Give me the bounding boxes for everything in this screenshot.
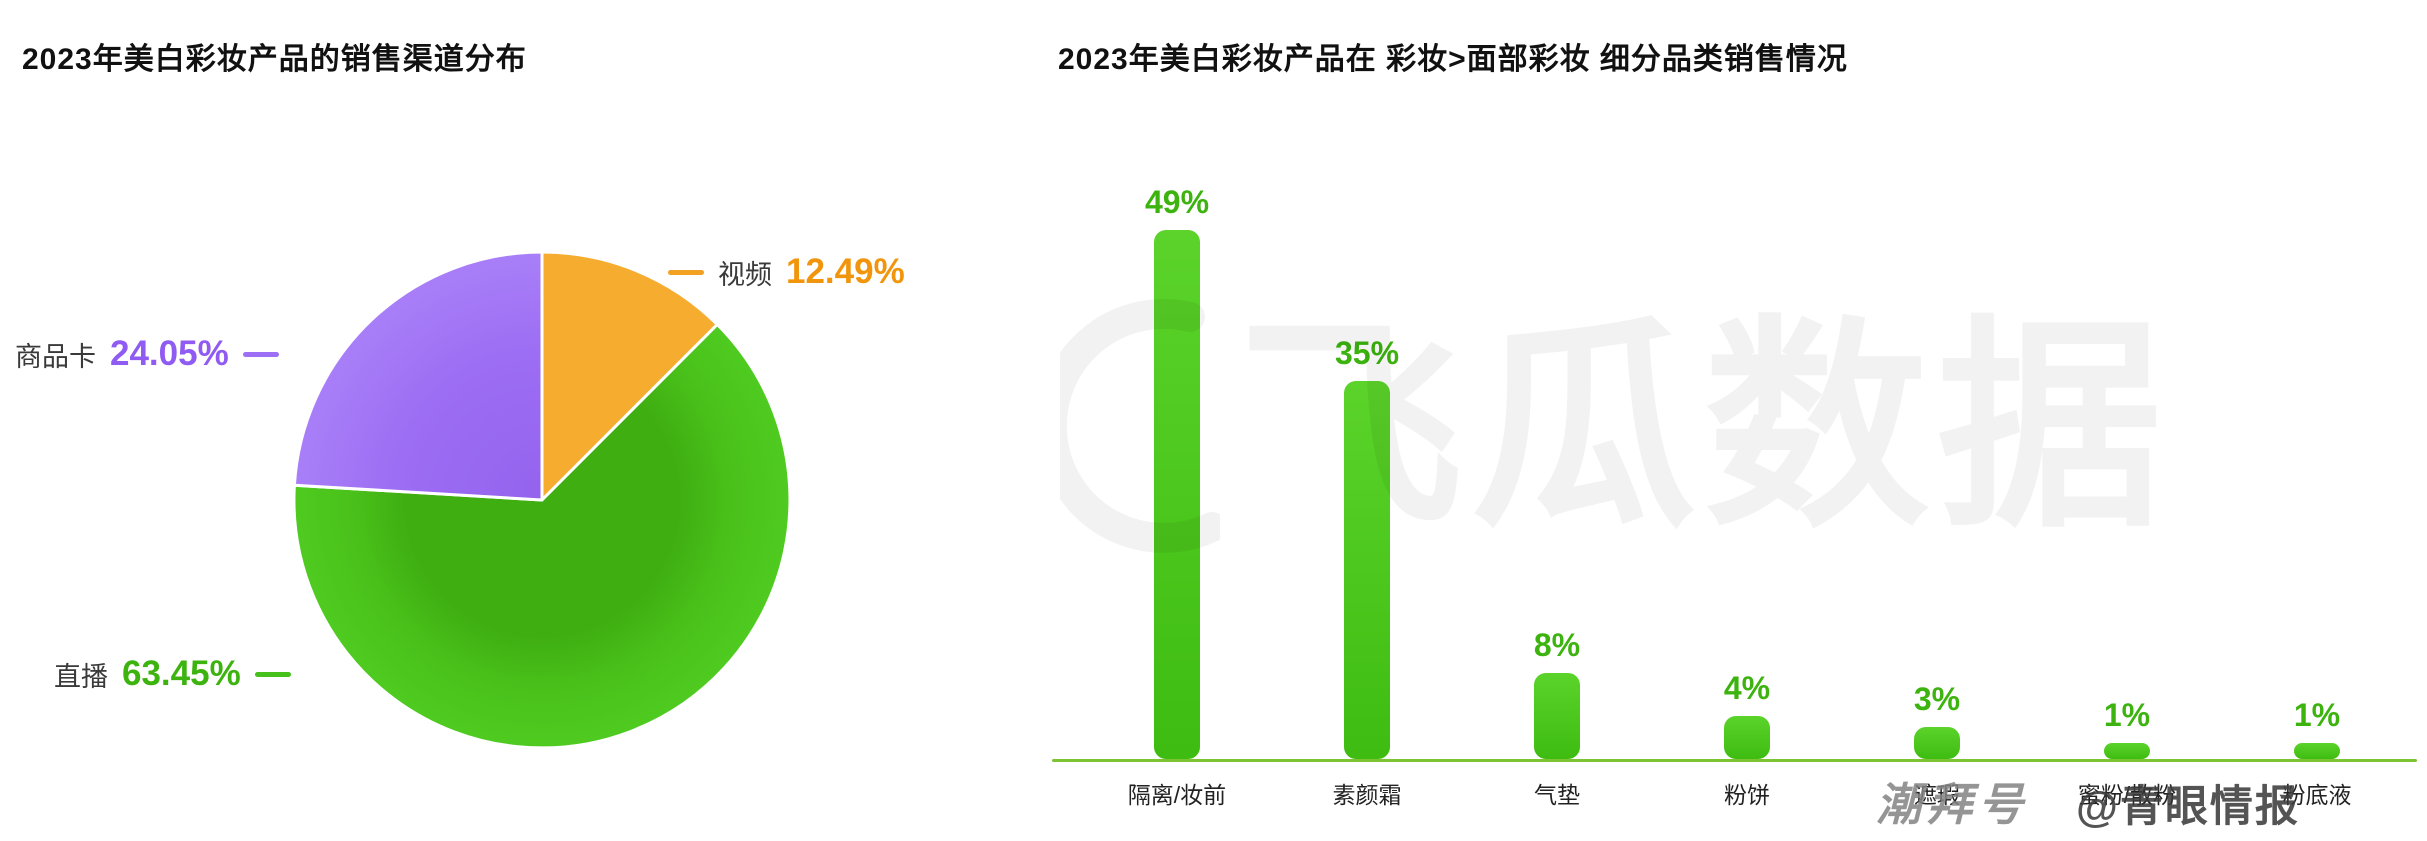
bar-value-label-蜜粉/散粉: 1% <box>2103 697 2151 733</box>
bar-素颜霜 <box>1344 381 1390 759</box>
bar-气垫 <box>1534 672 1580 759</box>
pie-label-video: 视频 12.49% <box>668 252 905 292</box>
pie-svg <box>292 250 792 750</box>
bar-value-label-隔离/妆前: 49% <box>1144 183 1210 220</box>
bar-category-label-蜜粉/散粉: 蜜粉/散粉 <box>2077 782 2177 808</box>
account-watermark-right: @青眼情报 <box>2076 783 2300 831</box>
pie-label-product-card-name: 商品卡 <box>15 341 96 372</box>
bar-category-label-粉饼: 粉饼 <box>1724 782 1770 808</box>
pie-label-live: 直播 63.45% <box>54 654 291 694</box>
bar-value-label-气垫: 8% <box>1533 626 1581 663</box>
bar-category-label-素颜霜: 素颜霜 <box>1332 782 1402 808</box>
account-watermark-left: 潮拜号 <box>1876 779 2030 830</box>
pie-label-live-name: 直播 <box>54 661 108 692</box>
bar-category-label-气垫: 气垫 <box>1534 782 1580 808</box>
pie-slice-视频 <box>540 250 719 502</box>
x-axis-line <box>1052 759 2417 762</box>
pie-chart-title: 2023年美白彩妆产品的销售渠道分布 <box>22 43 527 76</box>
bar-蜜粉/散粉 <box>2104 743 2150 759</box>
pie-label-product-card: 商品卡 24.05% <box>15 334 279 374</box>
video-callout-dash-icon <box>668 269 704 275</box>
pie-label-product-card-value: 24.05% <box>110 334 229 373</box>
bar-粉底液 <box>2294 743 2340 759</box>
bar-category-label-遮瑕: 遮瑕 <box>1914 782 1960 808</box>
bar-chart-title: 2023年美白彩妆产品在 彩妆>面部彩妆 细分品类销售情况 <box>1058 43 1848 76</box>
bar-category-label-粉底液: 粉底液 <box>2282 782 2352 808</box>
bar-隔离/妆前 <box>1154 229 1200 759</box>
bar-粉饼 <box>1724 715 1770 759</box>
product-card-callout-dash-icon <box>242 351 279 357</box>
pie-slice-商品卡 <box>292 250 544 502</box>
bar-value-label-素颜霜: 35% <box>1334 335 1400 371</box>
bar-category-label-隔离/妆前: 隔离/妆前 <box>1127 782 1227 808</box>
pie-slice-直播 <box>292 323 792 750</box>
bar-value-label-粉底液: 1% <box>2293 697 2341 733</box>
pie-label-video-name: 视频 <box>718 259 772 290</box>
live-callout-dash-icon <box>254 671 291 677</box>
bar-遮瑕 <box>1914 726 1960 759</box>
bar-value-label-遮瑕: 3% <box>1913 680 1961 717</box>
pie-label-video-value: 12.49% <box>786 252 905 291</box>
pie-label-live-value: 63.45% <box>122 654 241 693</box>
pie-chart <box>286 244 798 756</box>
bar-value-label-粉饼: 4% <box>1723 669 1771 706</box>
bar-plot: 49% 隔离/妆前 35% 素颜霜 8% 气垫 4% 粉饼 3% 遮瑕 1% 蜜粉/散粉 1% 粉底液 <box>1052 140 2417 808</box>
